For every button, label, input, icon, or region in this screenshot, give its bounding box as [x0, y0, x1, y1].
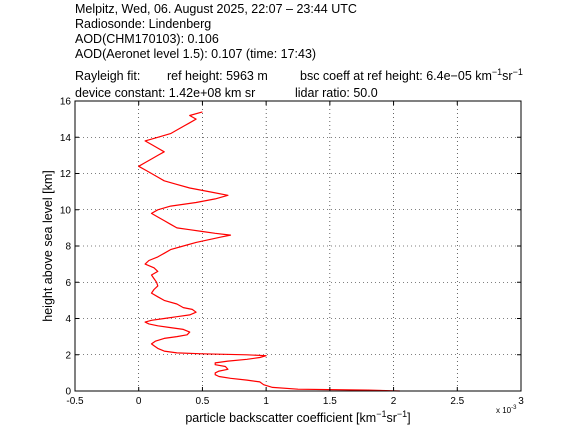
header-line-aod-aeronet: AOD(Aeronet level 1.5): 0.107 (time: 17:…: [75, 47, 316, 61]
y-tick-label: 10: [60, 205, 72, 216]
header-device-constant: device constant: 1.42e+08 km sr: [75, 86, 255, 100]
y-axis-ticks: 0 2 4 6 8 10 12 14 16: [60, 97, 521, 398]
x-axis-multiplier: x 10-3: [496, 405, 517, 415]
x-tick-label: 1.5: [323, 396, 337, 407]
x-tick-label: -0.5: [66, 396, 84, 407]
grid: [75, 101, 521, 391]
y-tick-label: 12: [60, 169, 72, 180]
y-tick-label: 6: [65, 278, 71, 289]
header-line-radiosonde: Radiosonde: Lindenberg: [75, 17, 211, 31]
x-axis-multiplier-base: x 10: [496, 406, 512, 415]
y-tick-label: 0: [65, 387, 71, 398]
y-axis-label: height above sea level [km]: [41, 170, 55, 321]
x-axis-label-suffix: ]: [407, 411, 410, 425]
y-tick-label: 2: [65, 350, 71, 361]
x-tick-label: 2.5: [450, 396, 464, 407]
x-tick-label: 2: [391, 396, 397, 407]
x-axis-label: particle backscatter coefficient [km−1sr…: [185, 409, 410, 425]
header-bsc-coeff-exp2: −1: [513, 67, 523, 77]
x-axis-ticks: -0.5 0 0.5 1 1.5 2 2.5 3: [66, 101, 524, 407]
x-tick-label: 0.5: [195, 396, 209, 407]
x-tick-label: 0: [136, 396, 142, 407]
x-tick-label: 1: [263, 396, 269, 407]
x-axis-multiplier-exp: -3: [511, 405, 517, 411]
header-ref-height: ref height: 5963 m: [167, 69, 268, 83]
y-tick-label: 8: [65, 242, 71, 253]
header-bsc-coeff: bsc coeff at ref height: 6.4e−05 km−1sr−…: [300, 67, 523, 83]
y-tick-label: 4: [65, 314, 71, 325]
header-line-aod-chm: AOD(CHM170103): 0.106: [75, 32, 219, 46]
data-layer: [138, 111, 400, 392]
header-rayleigh-fit: Rayleigh fit:: [75, 69, 140, 83]
x-axis-label-mid: sr: [386, 411, 396, 425]
plot-area: [75, 101, 521, 391]
figure-header: Melpitz, Wed, 06. August 2025, 22:07 – 2…: [75, 2, 523, 100]
x-tick-label: 3: [518, 396, 524, 407]
x-axis-label-exp2: −1: [397, 409, 407, 419]
backscatter-profile-line: [138, 111, 400, 392]
y-tick-label: 16: [60, 97, 72, 108]
header-bsc-coeff-prefix: bsc coeff at ref height: 6.4e−05 km: [300, 69, 492, 83]
y-tick-label: 14: [60, 133, 72, 144]
header-bsc-coeff-mid: sr: [502, 69, 512, 83]
header-line-location-time: Melpitz, Wed, 06. August 2025, 22:07 – 2…: [75, 2, 357, 16]
x-axis-label-prefix: particle backscatter coefficient [km: [185, 411, 376, 425]
header-lidar-ratio: lidar ratio: 50.0: [295, 86, 378, 100]
x-axis-label-exp1: −1: [376, 409, 386, 419]
header-bsc-coeff-exp1: −1: [492, 67, 502, 77]
